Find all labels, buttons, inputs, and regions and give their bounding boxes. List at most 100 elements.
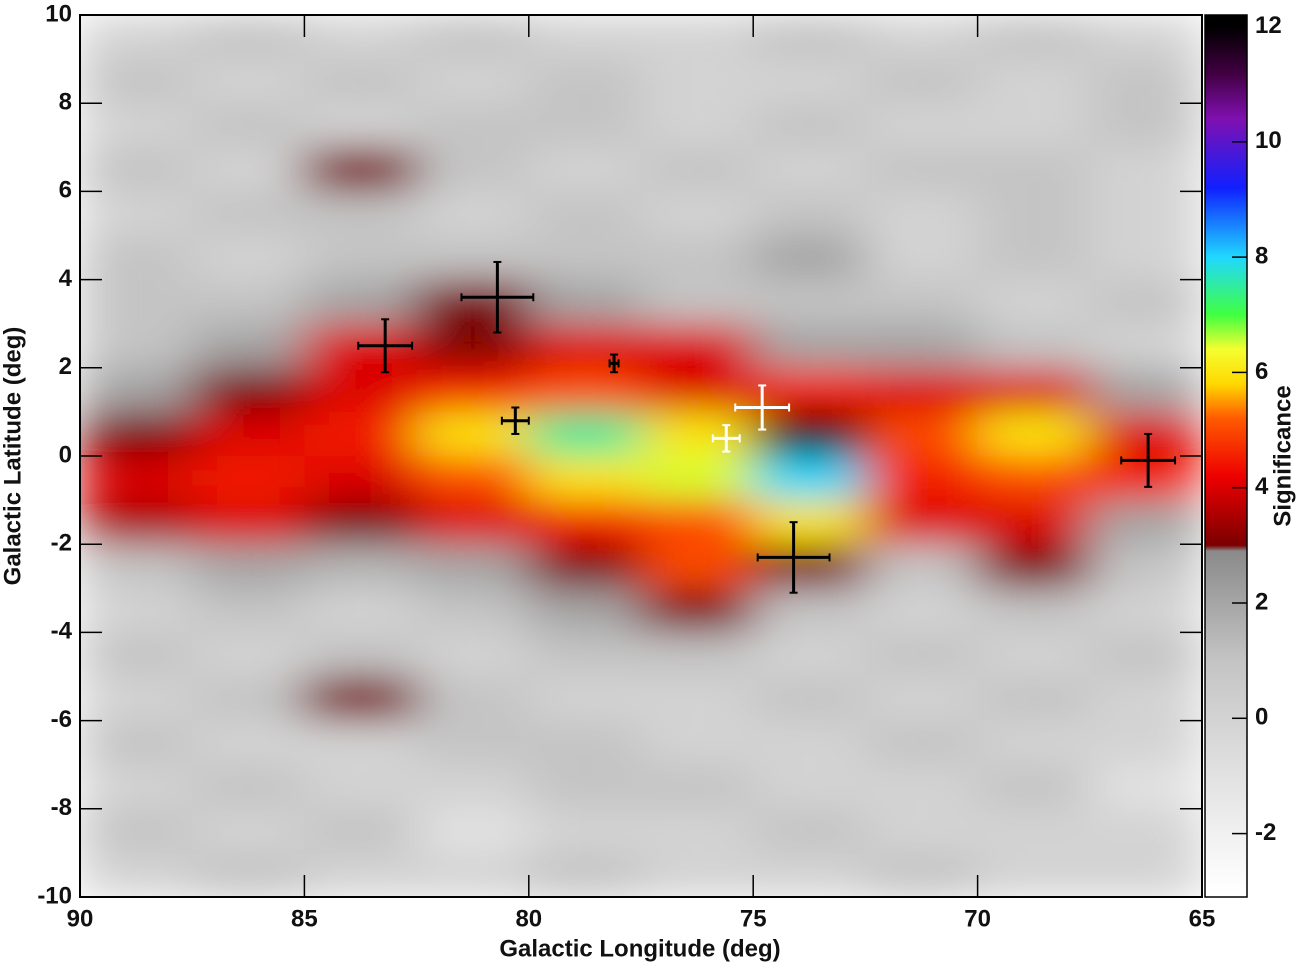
heat-cell <box>641 808 754 854</box>
heat-cell <box>416 103 530 148</box>
heat-cell <box>641 456 754 501</box>
heat-cell <box>304 852 418 897</box>
heat-cell <box>192 764 305 810</box>
y-tick-label: -8 <box>51 794 72 821</box>
heat-cell <box>528 103 642 148</box>
heat-cell <box>641 764 754 810</box>
heat-cell <box>416 15 530 60</box>
heat-cell <box>80 764 193 810</box>
heat-cell <box>192 323 305 369</box>
heat-cell <box>977 411 1091 457</box>
heat-cell <box>641 279 754 325</box>
heatmap-cells <box>80 15 1202 897</box>
heat-cell <box>1089 147 1202 192</box>
heat-cell <box>1089 544 1202 589</box>
heat-cell <box>977 632 1091 677</box>
colorbar-tick-label: 0 <box>1255 704 1268 731</box>
heat-cell <box>528 235 642 281</box>
heat-cell <box>1089 588 1202 633</box>
heat-cell <box>1089 235 1202 281</box>
heat-cell <box>1089 323 1202 369</box>
heat-cell <box>753 588 866 633</box>
heat-cell <box>416 544 530 589</box>
heat-cell <box>528 500 642 545</box>
heat-cell <box>1089 808 1202 854</box>
heat-cell <box>977 588 1091 633</box>
colorbar-tick-label: 2 <box>1255 588 1268 615</box>
heat-cell <box>865 588 979 633</box>
heat-cell <box>1089 59 1202 104</box>
heat-cell <box>416 764 530 810</box>
heat-cell <box>977 720 1091 766</box>
heat-cell <box>304 632 418 677</box>
heat-cell <box>416 147 530 192</box>
y-tick-label: -2 <box>51 530 72 557</box>
heat-cell <box>416 632 530 677</box>
heat-cell <box>977 147 1091 192</box>
heat-cell <box>192 676 305 722</box>
heat-cell <box>304 235 418 281</box>
colorbar-tick-label: 10 <box>1255 127 1282 154</box>
heat-cell <box>641 103 754 148</box>
heat-cell <box>753 235 866 281</box>
colorbar-tick-label: -2 <box>1255 819 1276 846</box>
y-tick-label: -6 <box>51 706 72 733</box>
heat-cell <box>1089 191 1202 236</box>
heat-cell <box>865 544 979 589</box>
heat-cell <box>192 103 305 148</box>
heat-cell <box>865 103 979 148</box>
heat-cell <box>528 808 642 854</box>
y-tick-label: -4 <box>51 618 73 645</box>
heat-cell <box>1089 852 1202 897</box>
heat-cell <box>528 323 642 369</box>
colorbar-label: Significance <box>1269 385 1296 526</box>
heat-cell <box>641 676 754 722</box>
heat-cell <box>528 15 642 60</box>
heat-cell <box>865 852 979 897</box>
heat-cell <box>528 632 642 677</box>
heat-cell <box>416 676 530 722</box>
heat-cell <box>416 279 530 325</box>
heat-cell <box>1089 632 1202 677</box>
heat-cell <box>80 720 193 766</box>
x-tick-label: 70 <box>964 905 991 932</box>
heat-cell <box>416 367 530 413</box>
heat-cell <box>192 588 305 633</box>
heat-cell <box>753 15 866 60</box>
heat-cell <box>416 588 530 633</box>
colorbar-tick-label: 4 <box>1255 473 1269 500</box>
heat-cell <box>416 720 530 766</box>
heat-cell <box>753 367 866 413</box>
heat-cell <box>641 59 754 104</box>
y-tick-label: -10 <box>37 882 72 909</box>
heat-cell <box>977 676 1091 722</box>
heat-cell <box>304 191 418 236</box>
heat-cell <box>80 103 193 148</box>
heat-cell <box>528 279 642 325</box>
heat-cell <box>80 323 193 369</box>
heat-cell <box>977 103 1091 148</box>
y-tick-label: 8 <box>59 89 72 116</box>
heat-cell <box>192 411 305 457</box>
heat-cell <box>977 544 1091 589</box>
heat-cell <box>80 588 193 633</box>
heat-cell <box>416 191 530 236</box>
heat-cell <box>80 500 193 545</box>
heat-cell <box>528 456 642 501</box>
heat-cell <box>80 411 193 457</box>
heat-cell <box>865 15 979 60</box>
x-tick-label: 90 <box>67 905 94 932</box>
heat-cell <box>304 59 418 104</box>
heat-cell <box>753 411 866 457</box>
heat-cell <box>192 235 305 281</box>
heat-cell <box>192 544 305 589</box>
heat-cell <box>641 411 754 457</box>
heat-cell <box>304 147 418 192</box>
heat-cell <box>304 15 418 60</box>
x-tick-label: 85 <box>291 905 318 932</box>
heat-cell <box>641 15 754 60</box>
heat-cell <box>641 235 754 281</box>
heat-cell <box>977 279 1091 325</box>
